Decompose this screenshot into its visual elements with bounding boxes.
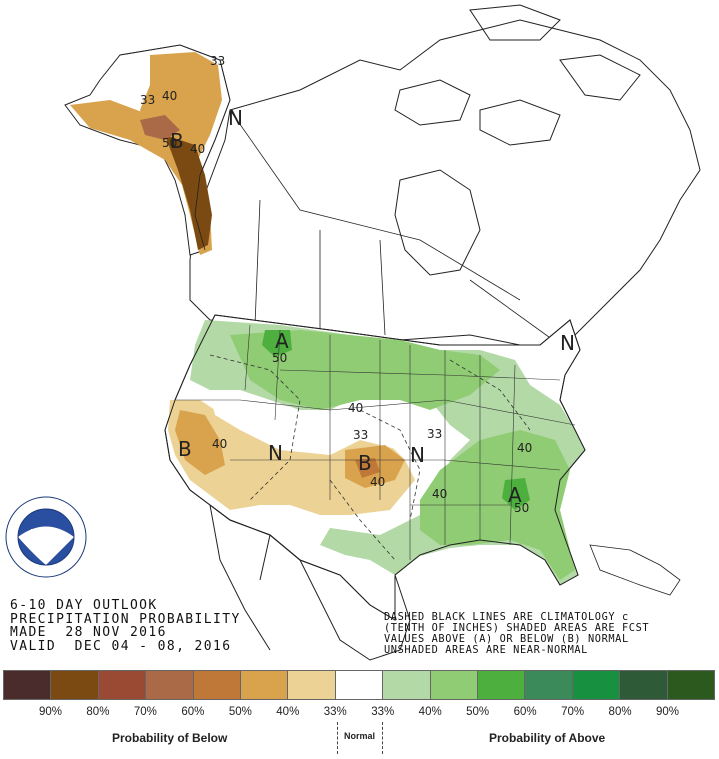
northwest-a-label: A [275,329,289,353]
below-legend-title: Probability of Below [112,731,228,745]
hudson-bay [394,169,481,276]
legend-swatch-1 [51,671,99,699]
alaska-40-label: 40 [162,89,177,103]
legend-tick-1: 80% [86,706,110,718]
noaa-logo: NOAA [5,496,87,578]
legend-tick-10: 60% [513,706,537,718]
alaska-50-label: 50 [162,136,177,150]
legend-swatch-2 [98,671,147,699]
conus-region: B 40 B 40 33 N N 33 A 50 40 A 50 40 40 N [164,314,586,621]
california-40-label: 40 [212,437,227,451]
southeast-a-label: A [508,483,522,507]
normal-legend-title: Normal [344,731,376,741]
legend-swatch-13 [620,671,668,699]
west-n-label: N [268,441,283,465]
plains-b-label: B [358,451,372,475]
legend-tick-7: 33% [371,706,395,718]
legend-swatch-7 [335,671,384,699]
legend-swatch-3 [146,671,194,699]
legend-swatch-5 [241,671,289,699]
legend-swatch-4 [193,671,242,699]
legend-swatch-0 [4,671,52,699]
arctic-islands [394,4,641,146]
legend-swatch-10 [478,671,526,699]
legend-swatch-14 [667,671,715,699]
legend-tick-3: 60% [181,706,205,718]
legend-tick-2: 70% [133,706,157,718]
legend-swatch-12 [572,671,621,699]
legend-tick-4: 50% [228,706,252,718]
south-40-label: 40 [432,487,447,501]
mexico-outline [209,504,411,661]
header-line-2: PRECIPITATION PROBABILITY [10,611,241,627]
alaska-region: N B 33 40 33 40 50 [64,44,243,256]
note-line-4: UNSHADED AREAS ARE NEAR-NORMAL [384,644,588,656]
central-n-label: N [410,443,425,467]
northeast-n-label: N [560,331,575,355]
header-line-4: VALID DEC 04 - 08, 2016 [10,638,232,654]
plains-33-label: 33 [353,428,368,442]
legend-swatch-6 [288,671,336,699]
legend-tick-5: 40% [276,706,300,718]
legend-tick-8: 40% [418,706,442,718]
legend-tick-11: 70% [561,706,585,718]
note-line-3: VALUES ABOVE (A) OR BELOW (B) NORMAL [384,633,629,645]
normal-bracket-right [382,722,383,754]
legend-tick-6: 33% [323,706,347,718]
plains-40-label: 40 [370,475,385,489]
legend-tick-12: 80% [608,706,632,718]
map-note: DASHED BLACK LINES ARE CLIMATOLOGY c (TEN… [384,612,649,656]
alaska-n-label: N [228,106,243,130]
legend-tick-13: 90% [656,706,680,718]
header-line-1: 6-10 DAY OUTLOOK [10,598,158,613]
northwest-50-label: 50 [272,351,287,365]
province-lines [229,109,561,346]
legend-tick-0: 90% [38,706,62,718]
color-legend [3,670,715,700]
central-33-label: 33 [427,427,442,441]
southeast-40-label: 40 [517,441,532,455]
note-line-1: DASHED BLACK LINES ARE CLIMATOLOGY c [384,611,629,623]
above-legend-title: Probability of Above [489,731,606,745]
alaska-33b-label: 33 [210,54,225,68]
canada-outline [189,19,701,351]
alaska-b-label: B [170,129,184,153]
note-line-2: (TENTH OF INCHES) SHADED AREAS ARE FCST [384,622,650,634]
southeast-50-label: 50 [514,501,529,515]
precipitation-outlook-map: N B 33 40 33 40 50 B 40 B 40 33 N N [64,4,701,661]
california-b-label: B [178,437,192,461]
legend-tick-9: 50% [466,706,490,718]
north-40-label: 40 [348,401,363,415]
legend-swatch-11 [525,671,573,699]
noaa-logo-text: NOAA [30,528,62,539]
normal-bracket-left [337,722,338,754]
legend-swatch-8 [383,671,431,699]
header-line-3: MADE 28 NOV 2016 [10,625,167,640]
outlook-header: 6-10 DAY OUTLOOK PRECIPITATION PROBABILIT… [10,599,241,653]
legend-swatch-9 [430,671,479,699]
alaska-33-label: 33 [140,93,155,107]
alaska-40b-label: 40 [190,142,205,156]
caribbean-islands [589,544,681,596]
